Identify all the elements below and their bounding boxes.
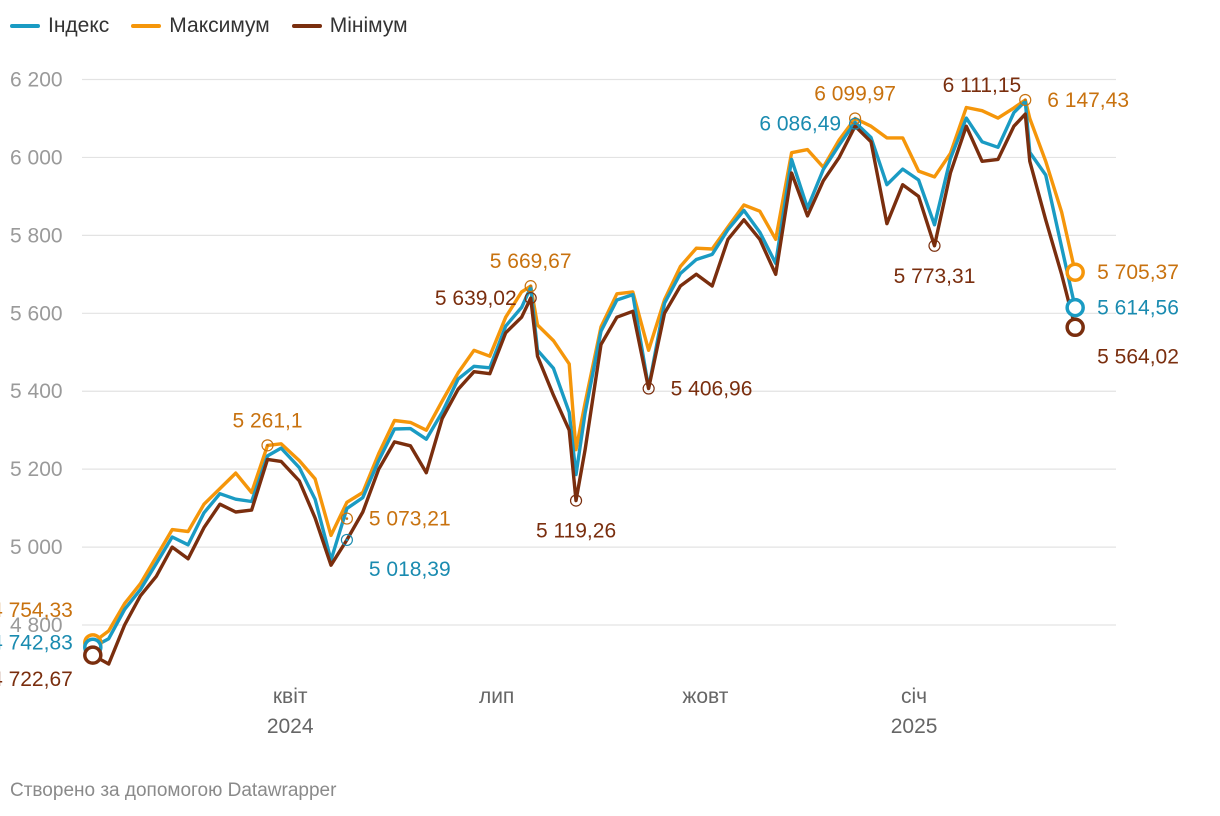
annotation-marker: [928, 239, 941, 252]
annotation-label: 5 119,26: [536, 520, 616, 543]
annotation-marker-dot: [266, 444, 269, 447]
legend-label-max: Максимум: [169, 14, 270, 37]
annotation-marker-dot: [1023, 98, 1027, 102]
annotation-label: 5 614,56: [1097, 297, 1179, 320]
annotation-label: 4 722,67: [0, 668, 73, 691]
endpoint-marker: [83, 645, 103, 665]
annotation-label: 5 705,37: [1097, 261, 1179, 284]
annotation-label: 6 111,15: [943, 74, 1022, 97]
annotation-marker-dot: [853, 122, 857, 126]
footer-credit: Створено за допомогою Datawrapper: [10, 780, 337, 801]
y-tick-label: 5 400: [10, 380, 63, 403]
legend-label-index: Індекс: [48, 14, 110, 37]
annotation-marker: [261, 439, 274, 452]
legend-item-index: Індекс: [10, 14, 109, 38]
legend-swatch-index: [10, 24, 40, 28]
annotation-label: 5 261,1: [232, 409, 302, 432]
y-tick-label: 6 000: [10, 146, 63, 169]
annotation-marker-dot: [345, 538, 349, 542]
annotation-marker-dot: [933, 244, 936, 248]
annotation-marker-dot: [647, 387, 650, 390]
annotation-label: 6 086,49: [759, 113, 841, 136]
y-tick-label: 5 200: [10, 458, 63, 481]
x-tick-label: жовт: [682, 685, 728, 708]
annotation-marker: [569, 494, 583, 507]
annotation-marker: [340, 512, 354, 525]
y-tick-label: 5 000: [10, 536, 63, 559]
series-line-max: [91, 98, 1077, 645]
annotation-label: 5 564,02: [1097, 345, 1179, 368]
annotation-marker: [340, 533, 354, 547]
x-tick-year-label: 2024: [267, 715, 314, 738]
annotation-marker: [524, 291, 537, 305]
legend-label-min: Мінімум: [329, 14, 408, 37]
annotation-marker-dot: [345, 517, 349, 520]
endpoint-marker: [1065, 317, 1085, 338]
annotation-label: 6 099,97: [814, 82, 896, 105]
line-chart: 4 800 5 000 5 200 5 400 5 600 5 800 6 000 6 200…: [0, 68, 1179, 738]
annotation-label: 5 073,21: [369, 508, 451, 531]
annotation-label: 4 754,33: [0, 599, 73, 622]
annotation-marker: [848, 117, 862, 130]
endpoint-marker: [1065, 262, 1085, 282]
annotation-marker: [524, 280, 537, 293]
y-tick-label: 6 200: [10, 68, 63, 91]
y-tick-label: 5 600: [10, 302, 63, 325]
legend-swatch-max: [131, 24, 162, 28]
series-line-min: [91, 112, 1077, 666]
x-tick-year-label: 2025: [891, 715, 938, 738]
annotation-label: 4 742,83: [0, 631, 73, 654]
annotation-label: 5 669,67: [490, 250, 572, 273]
annotation-marker-dot: [529, 284, 532, 288]
legend-swatch-min: [291, 24, 322, 28]
annotation-label: 5 406,96: [671, 378, 753, 401]
annotation-marker: [642, 382, 655, 395]
annotation-label: 5 018,39: [369, 558, 451, 581]
y-tick-label: 5 800: [10, 224, 63, 247]
legend-item-min: Мінімум: [291, 14, 408, 38]
annotation-label: 5 639,02: [435, 287, 517, 310]
x-tick-label: січ: [901, 685, 927, 708]
annotation-label: 5 773,31: [894, 265, 976, 288]
x-tick-label: лип: [479, 685, 514, 708]
endpoint-marker: [1065, 297, 1085, 318]
annotation-label: 6 147,43: [1047, 89, 1129, 112]
chart-legend: Індекс Максимум Мінімум: [10, 14, 408, 38]
annotation-marker: [1019, 93, 1032, 107]
annotation-marker-dot: [574, 499, 578, 502]
y-tick-label: 4 800: [10, 614, 63, 637]
legend-item-max: Максимум: [131, 14, 270, 38]
series-line-index: [91, 99, 1077, 649]
x-tick-label: квіт: [273, 685, 308, 708]
annotation-marker-dot: [529, 296, 532, 300]
